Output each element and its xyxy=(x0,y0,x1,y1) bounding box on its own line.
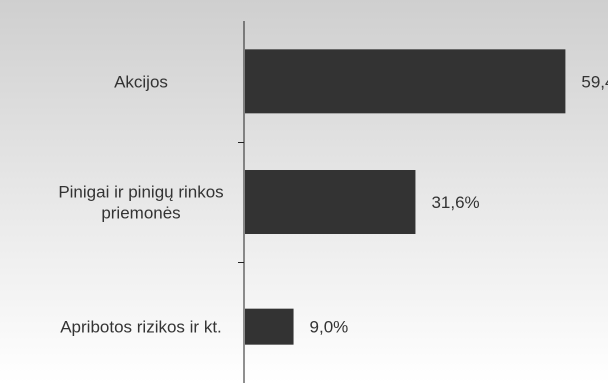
category-label-line: Pinigai ir pinigų rinkos xyxy=(58,183,223,202)
value-label-3: 9,0% xyxy=(310,318,349,337)
chart-marks: 59,4% Akcijos 31,6% Pinigai ir pinigų rinko… xyxy=(58,21,608,383)
category-label-2: Pinigai ir pinigų rinkos priemonės xyxy=(58,183,223,223)
bar-2 xyxy=(245,170,416,234)
category-label-line: priemonės xyxy=(101,204,180,223)
bar-3 xyxy=(245,308,294,345)
value-label-2: 31,6% xyxy=(431,193,479,212)
value-label-1: 59,4% xyxy=(581,72,608,91)
category-label-line: Apribotos rizikos ir kt. xyxy=(60,318,222,337)
bar-1 xyxy=(245,49,566,114)
category-label-3: Apribotos rizikos ir kt. xyxy=(60,318,222,337)
category-label-1: Akcijos xyxy=(114,72,168,91)
category-label-line: Akcijos xyxy=(114,72,168,91)
